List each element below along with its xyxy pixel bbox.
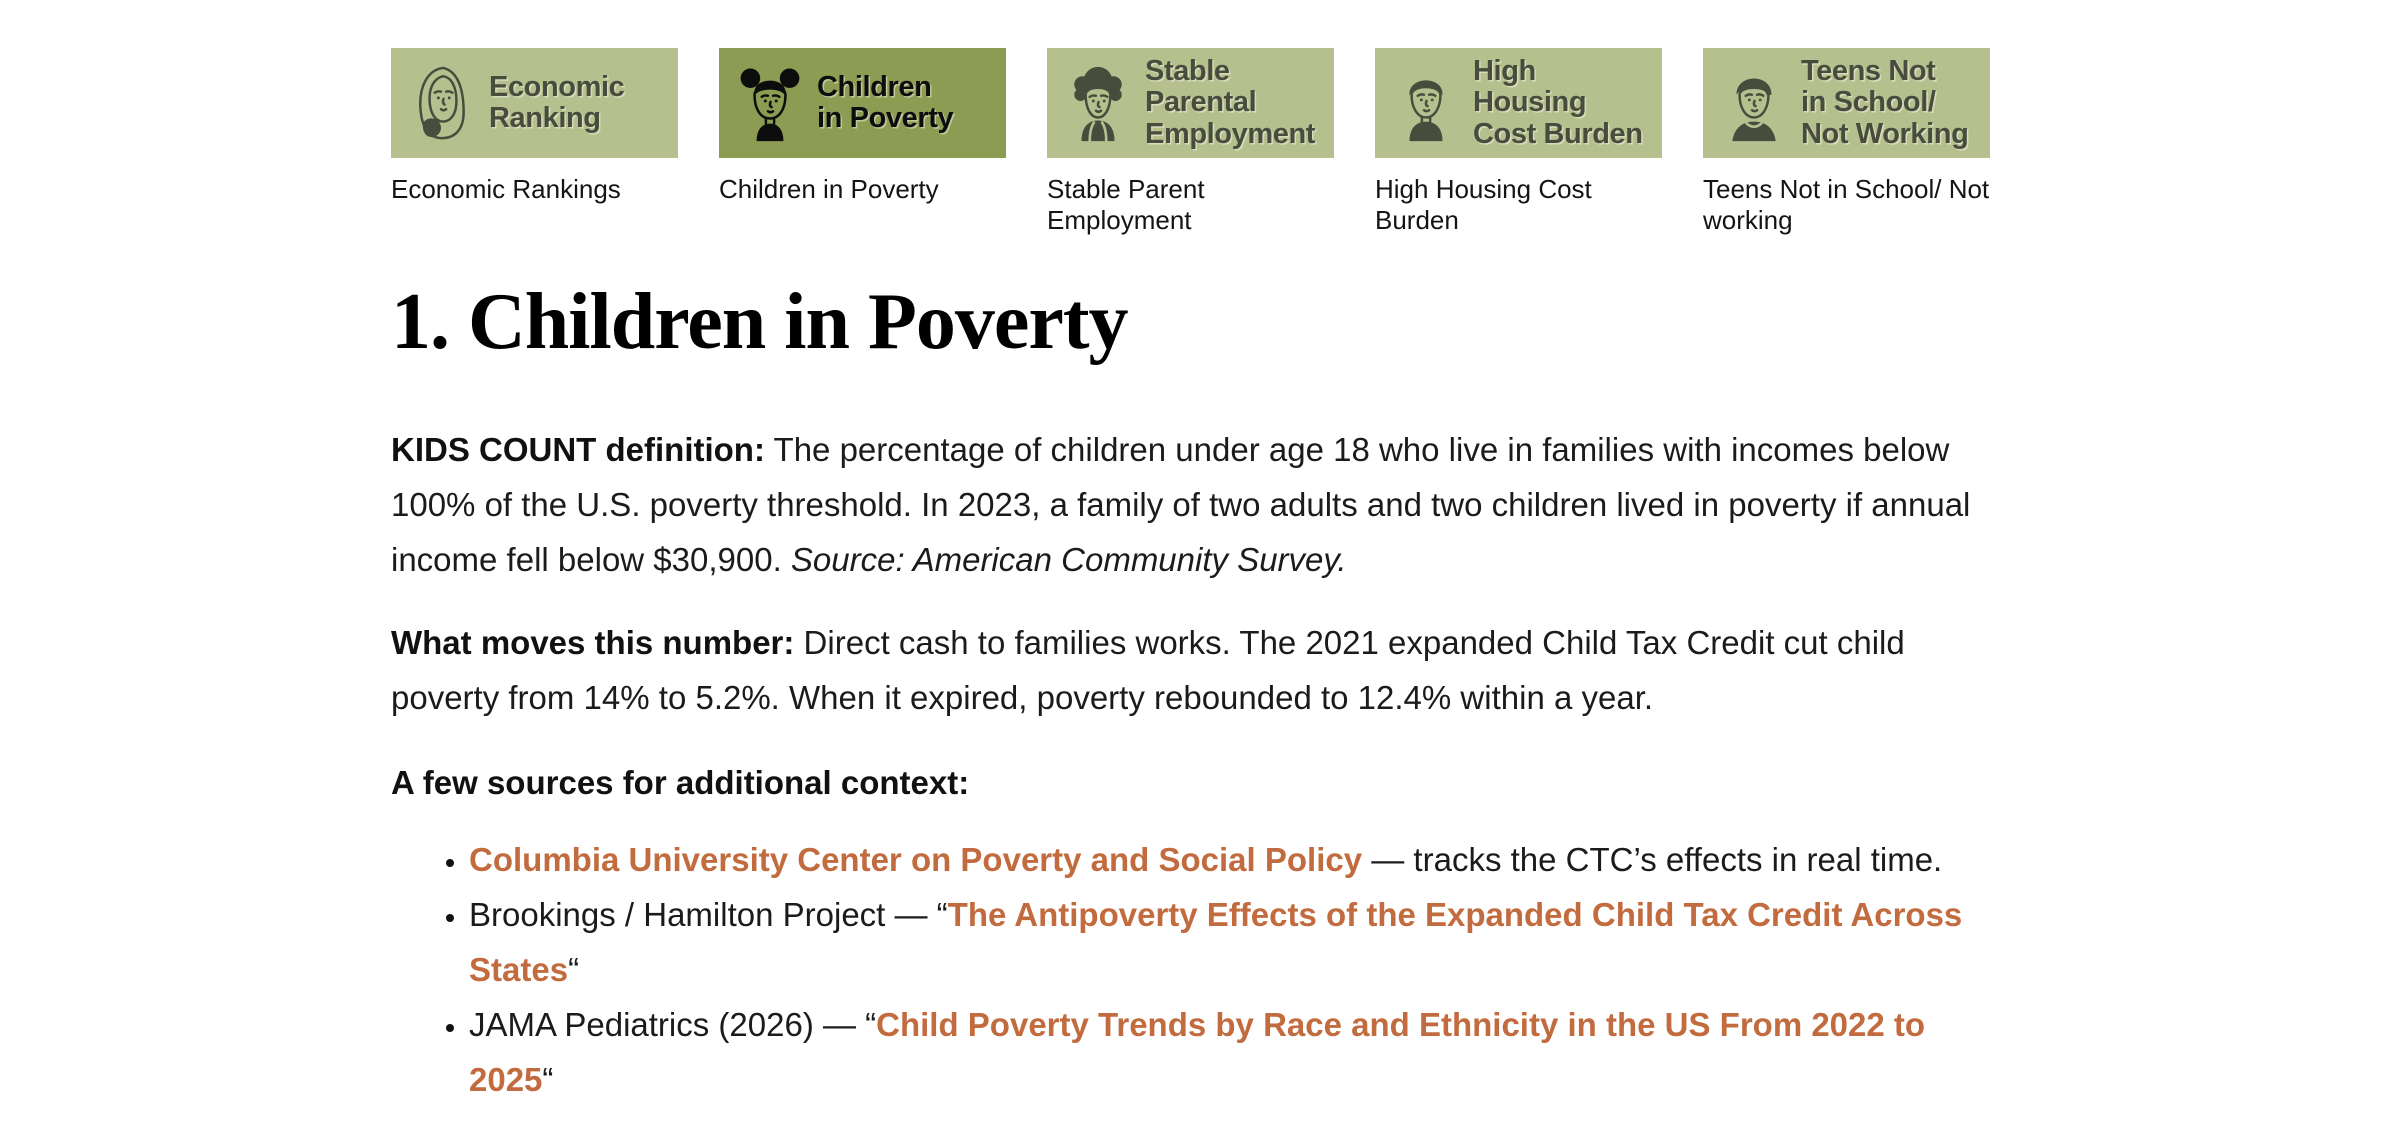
source-post-text: “ xyxy=(568,951,580,989)
what-moves-body: Direct cash to families works. The 2021 … xyxy=(391,624,1905,717)
tab-high-housing-cost-burden[interactable]: High Housing Cost Burden xyxy=(1375,48,1662,158)
source-item-columbia: Columbia University Center on Poverty an… xyxy=(469,832,1969,887)
definition-lead: KIDS COUNT definition: xyxy=(391,431,765,469)
sources-list: Columbia University Center on Poverty an… xyxy=(391,832,2001,1107)
definition-source: Source: American Community Survey. xyxy=(790,541,1347,579)
indicator-tabs: Economic Ranking Children in P xyxy=(391,48,2001,158)
hijab-woman-icon xyxy=(409,63,475,143)
caption-high-housing-cost-burden: High Housing Cost Burden xyxy=(1375,174,1592,236)
tab-label: High Housing Cost Burden xyxy=(1473,55,1643,150)
brookings-antipoverty-link[interactable]: The Antipoverty Effects of the Expanded … xyxy=(469,896,1963,989)
source-post-text: “ xyxy=(542,1061,554,1099)
tab-economic-ranking[interactable]: Economic Ranking xyxy=(391,48,678,158)
caption-stable-parent-employment: Stable Parent Employment xyxy=(1047,174,1205,236)
tab-teens-not-in-school[interactable]: Teens Not in School/ Not Working xyxy=(1703,48,1990,158)
tab-children-in-poverty[interactable]: Children in Poverty xyxy=(719,48,1006,158)
tab-label: Teens Not in School/ Not Working xyxy=(1801,55,1969,150)
definition-body: The percentage of children under age 18 … xyxy=(391,431,1971,579)
tab-label: Children in Poverty xyxy=(817,70,954,134)
what-moves-lead: What moves this number: xyxy=(391,624,795,662)
what-moves-paragraph: What moves this number: Direct cash to f… xyxy=(391,615,1991,725)
source-post-text: — tracks the CTC’s effects in real time. xyxy=(1362,841,1943,879)
definition-paragraph: KIDS COUNT definition: The percentage of… xyxy=(391,422,1991,587)
article-container: Economic Ranking Children in P xyxy=(391,48,2001,1107)
caption-teens-not-in-school: Teens Not in School/ Not working xyxy=(1703,174,1990,236)
tab-stable-parental-employment[interactable]: Stable Parental Employment xyxy=(1047,48,1334,158)
source-pre-text: JAMA Pediatrics (2026) — “ xyxy=(469,1006,877,1044)
curly-hair-person-icon xyxy=(1065,63,1131,143)
jama-poverty-trends-link[interactable]: Child Poverty Trends by Race and Ethnici… xyxy=(469,1006,1926,1099)
source-pre-text: Brookings / Hamilton Project — “ xyxy=(469,896,948,934)
caption-children-in-poverty: Children in Poverty xyxy=(719,174,939,204)
girl-afro-puffs-icon xyxy=(737,63,803,143)
tab-captions: Economic Rankings Children in Poverty St… xyxy=(391,174,2001,236)
caption-economic-rankings: Economic Rankings xyxy=(391,174,621,204)
short-hair-boy-icon xyxy=(1393,63,1459,143)
tab-label: Economic Ranking xyxy=(489,70,625,134)
page-title: 1. Children in Poverty xyxy=(391,278,1129,367)
source-item-brookings: Brookings / Hamilton Project — “The Anti… xyxy=(469,887,1969,997)
source-item-jama: JAMA Pediatrics (2026) — “Child Poverty … xyxy=(469,997,1969,1107)
sources-heading: A few sources for additional context: xyxy=(391,764,970,802)
bowl-cut-teen-icon xyxy=(1721,63,1787,143)
columbia-ctc-link[interactable]: Columbia University Center on Poverty an… xyxy=(469,841,1363,879)
tab-label: Stable Parental Employment xyxy=(1145,55,1316,150)
